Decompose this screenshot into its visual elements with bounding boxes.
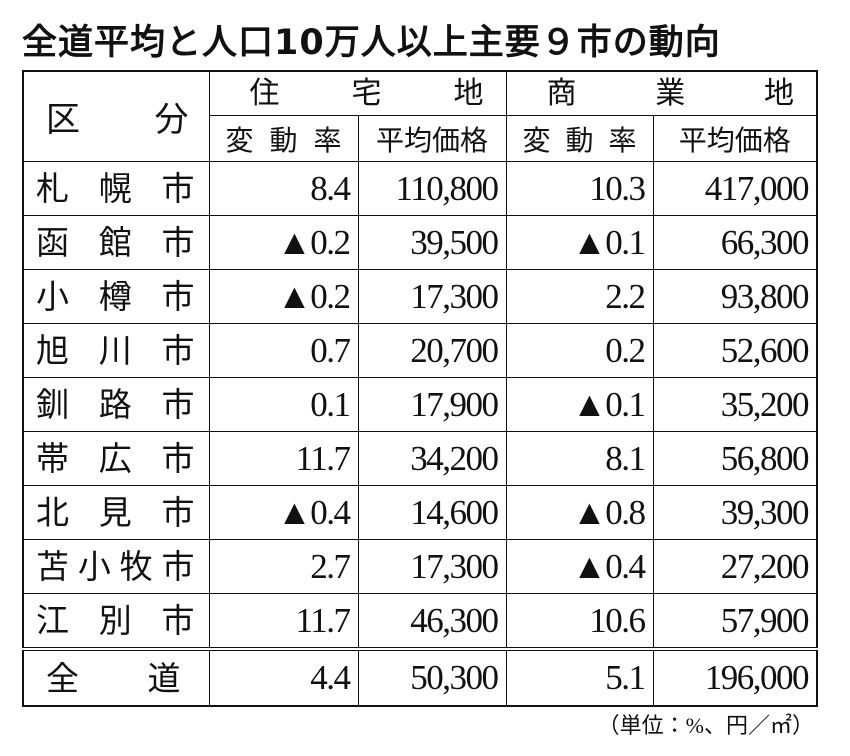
table: 区分 住宅地 商業地 変動率 平均価格 変動率 平均価格 札幌市 8.4 110,800 1… [22,70,818,707]
value-cell: 39,500 [357,215,507,270]
table-row: 旭川市 0.7 20,700 0.2 52,600 [22,323,818,378]
table-row: 苫小牧市 2.7 17,300 ▲0.4 27,200 [22,539,818,594]
value-cell: 110,800 [357,161,507,216]
value-cell: 11.7 [208,431,359,486]
row-label: 江別市 [36,604,195,640]
table-row: 江別市 11.7 46,300 10.6 57,900 [22,593,818,650]
row-label-cell: 帯広市 [22,431,210,486]
row-label-cell: 釧路市 [22,377,210,432]
row-label-cell: 小樽市 [22,269,210,324]
row-label: 旭川市 [36,334,195,370]
value-cell: 196,000 [652,647,818,707]
table-row: 釧路市 0.1 17,900 ▲0.1 35,200 [22,377,818,432]
value-cell: 52,600 [652,323,818,378]
value-cell: 2.2 [505,269,654,324]
header-column: 変動率 [505,115,654,162]
value-cell: ▲0.1 [505,215,654,270]
value-cell: 66,300 [652,215,818,270]
unit-note: （単位：%、円／㎡） [597,713,814,738]
value-cell: 8.4 [208,161,359,216]
value-cell: 0.2 [505,323,654,378]
header-cell: 住宅地 [208,70,507,116]
header-category: 区分 [46,102,189,139]
row-label-cell: 江別市 [22,593,210,650]
table-body: 札幌市 8.4 110,800 10.3 417,000 函館市 ▲0.2 39,500 ▲0.… [22,161,818,707]
row-label: 釧路市 [36,388,195,424]
value-cell: 2.7 [208,539,359,594]
value-cell: 27,200 [652,539,818,594]
row-label-cell: 北見市 [22,485,210,540]
value-cell: ▲0.2 [208,215,359,270]
row-label: 苫小牧市 [36,550,195,586]
row-label-cell: 旭川市 [22,323,210,378]
value-cell: 4.4 [208,647,359,707]
row-label: 全道 [46,661,181,698]
table-row: 北見市 ▲0.4 14,600 ▲0.8 39,300 [22,485,818,540]
value-cell: 39,300 [652,485,818,540]
row-label-cell: 札幌市 [22,161,210,216]
value-cell: 20,700 [357,323,507,378]
value-cell: ▲0.8 [505,485,654,540]
value-cell: 34,200 [357,431,507,486]
table-row: 札幌市 8.4 110,800 10.3 417,000 [22,161,818,216]
table-row: 函館市 ▲0.2 39,500 ▲0.1 66,300 [22,215,818,270]
value-cell: 17,900 [357,377,507,432]
value-cell: 14,600 [357,485,507,540]
value-cell: 17,300 [357,539,507,594]
value-cell: ▲0.1 [505,377,654,432]
value-cell: 10.3 [505,161,654,216]
row-label: 北見市 [36,496,195,532]
value-cell: 57,900 [652,593,818,650]
value-cell: 10.6 [505,593,654,650]
value-cell: 11.7 [208,593,359,650]
row-label: 小樽市 [36,280,195,316]
value-cell: 56,800 [652,431,818,486]
value-cell: ▲0.4 [505,539,654,594]
table-row: 帯広市 11.7 34,200 8.1 56,800 [22,431,818,486]
header-group: 住宅地 [249,77,484,110]
header-cell: 区分 [22,70,210,162]
header-column: 平均価格 [652,115,818,162]
header-group: 商業地 [546,77,795,110]
row-label-cell: 全道 [22,647,210,707]
title: 全道平均と人口10万人以上主要９市の動向 [22,23,721,63]
value-cell: 0.1 [208,377,359,432]
header-column: 平均価格 [357,115,507,162]
value-cell: 5.1 [505,647,654,707]
value-cell: ▲0.2 [208,269,359,324]
value-cell: 0.7 [208,323,359,378]
table-row: 全道 4.4 50,300 5.1 196,000 [22,647,818,707]
row-label: 帯広市 [36,442,195,478]
value-cell: 8.1 [505,431,654,486]
row-label-cell: 函館市 [22,215,210,270]
row-label: 函館市 [36,226,195,262]
value-cell: 93,800 [652,269,818,324]
value-cell: 46,300 [357,593,507,650]
table-row: 小樽市 ▲0.2 17,300 2.2 93,800 [22,269,818,324]
value-cell: ▲0.4 [208,485,359,540]
value-cell: 35,200 [652,377,818,432]
header-cell: 商業地 [505,70,818,116]
row-label: 札幌市 [36,172,195,208]
value-cell: 50,300 [357,647,507,707]
row-label-cell: 苫小牧市 [22,539,210,594]
header-column: 変動率 [208,115,359,162]
value-cell: 417,000 [652,161,818,216]
value-cell: 17,300 [357,269,507,324]
